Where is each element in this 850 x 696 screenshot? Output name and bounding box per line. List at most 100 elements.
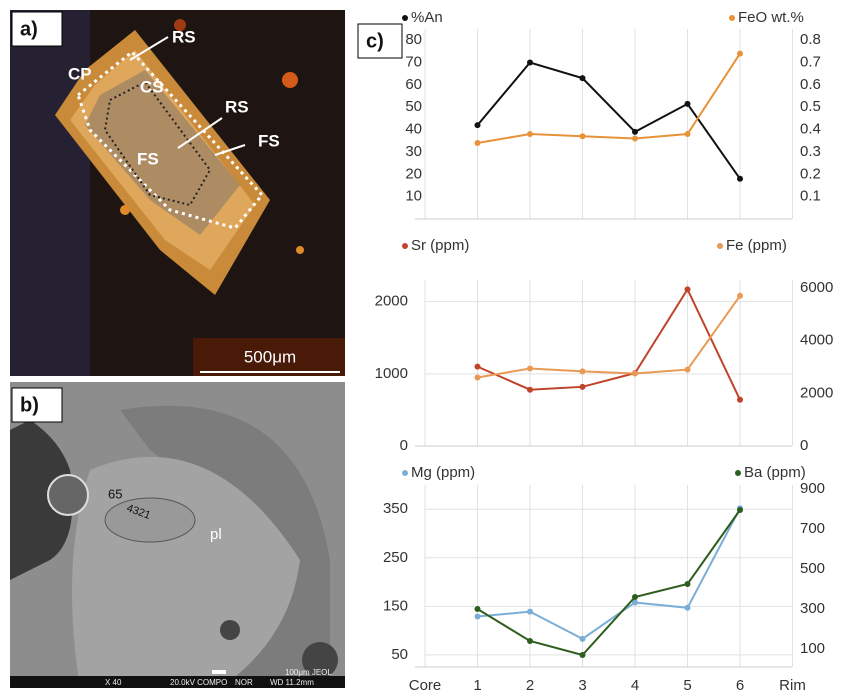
x-tick-label: 6 [736, 677, 744, 694]
data-point [684, 100, 691, 107]
data-point [474, 140, 481, 146]
y-tick-label: 10 [405, 188, 422, 205]
data-point [579, 652, 586, 658]
scale-bar [212, 670, 226, 674]
y-tick-label: 1000 [375, 365, 408, 382]
data-point [527, 386, 533, 393]
x-tick-label: Core [409, 677, 442, 694]
legend-marker [735, 470, 741, 476]
data-point [474, 363, 481, 370]
tag-box [11, 387, 63, 423]
y-tick-label: 50 [405, 98, 422, 115]
panel-label: a) [20, 18, 38, 40]
legend-label: %An [411, 9, 443, 26]
y2-tick-label: 0.8 [800, 31, 821, 48]
annotation: pl [210, 526, 222, 543]
legend-marker [402, 15, 408, 21]
data-point [632, 370, 638, 377]
photo-a [10, 10, 345, 376]
data-point [474, 374, 481, 381]
y2-tick-label: 300 [800, 600, 825, 617]
annotation: FS [137, 149, 159, 168]
x-tick-label: 3 [578, 677, 586, 694]
data-point [527, 131, 533, 138]
y-tick-label: 20 [405, 165, 422, 182]
data-point [474, 606, 481, 612]
footer-text: X 40 [105, 678, 122, 687]
y2-tick-label: 900 [800, 480, 825, 497]
data-point [737, 507, 743, 513]
data-point [737, 292, 743, 299]
series-line [476, 61, 741, 180]
y-tick-label: 60 [405, 76, 422, 93]
panel-label: c) [366, 30, 384, 52]
y2-tick-label: 100 [800, 640, 825, 657]
footer-text: 20.0kV COMPO [170, 678, 227, 687]
data-point [579, 635, 586, 642]
y-tick-label: 50 [391, 646, 408, 663]
y2-tick-label: 0 [800, 437, 808, 454]
data-point [527, 608, 533, 615]
y-tick-label: 80 [405, 31, 422, 48]
series-line [477, 287, 741, 401]
legend-label: FeO wt.% [738, 9, 804, 26]
panel-label: b) [20, 394, 39, 416]
y2-tick-label: 700 [800, 520, 825, 537]
data-point [527, 638, 533, 644]
x-tick-label: 2 [526, 677, 534, 694]
footer-text: WD 11.2mm [270, 678, 314, 687]
legend-marker [729, 15, 735, 21]
series-line [477, 507, 741, 641]
legend-label: Fe (ppm) [726, 237, 787, 254]
x-tick-label: 5 [683, 677, 691, 694]
photo-b [10, 382, 345, 688]
data-point [737, 50, 743, 57]
tag-box [357, 23, 403, 59]
annotation: CS [140, 77, 164, 96]
series-line [477, 295, 741, 379]
y-tick-label: 350 [383, 500, 408, 517]
data-point [527, 59, 533, 66]
annotation: 65 [108, 486, 122, 501]
y2-tick-label: 0.6 [800, 76, 821, 93]
data-point [737, 175, 743, 182]
y2-tick-label: 0.3 [800, 143, 821, 160]
footer-text: NOR [235, 678, 253, 687]
data-point [684, 604, 691, 611]
y-tick-label: 40 [405, 121, 422, 138]
y2-tick-label: 0.2 [800, 165, 821, 182]
data-point [579, 368, 586, 375]
data-point [527, 365, 533, 372]
y2-tick-label: 4000 [800, 332, 833, 349]
legend-marker [402, 243, 408, 249]
y2-tick-label: 0.7 [800, 53, 821, 70]
data-point [579, 133, 586, 140]
data-point [474, 613, 481, 620]
y2-tick-label: 6000 [800, 279, 833, 296]
data-point [474, 122, 481, 129]
y-tick-label: 2000 [375, 293, 408, 310]
legend-label: Mg (ppm) [411, 464, 475, 481]
data-point [684, 131, 691, 138]
y2-tick-label: 0.4 [800, 121, 821, 138]
tag-box [11, 11, 63, 47]
data-point [632, 594, 638, 600]
y-tick-label: 70 [405, 53, 422, 70]
annotation: RS [172, 27, 196, 46]
y-tick-label: 0 [400, 437, 408, 454]
scale-bar-label: 500μm [244, 347, 296, 366]
data-point [632, 599, 638, 606]
data-point [579, 75, 586, 82]
data-point [632, 128, 638, 135]
data-point [684, 581, 691, 587]
y-tick-label: 250 [383, 549, 408, 566]
data-point [737, 396, 743, 403]
legend-label: Ba (ppm) [744, 464, 806, 481]
legend-label: Sr (ppm) [411, 237, 469, 254]
y2-tick-label: 500 [800, 560, 825, 577]
data-point [684, 286, 691, 293]
data-point [632, 135, 638, 142]
data-point [684, 366, 691, 373]
x-tick-label: 4 [631, 677, 639, 694]
x-tick-label: 1 [473, 677, 481, 694]
